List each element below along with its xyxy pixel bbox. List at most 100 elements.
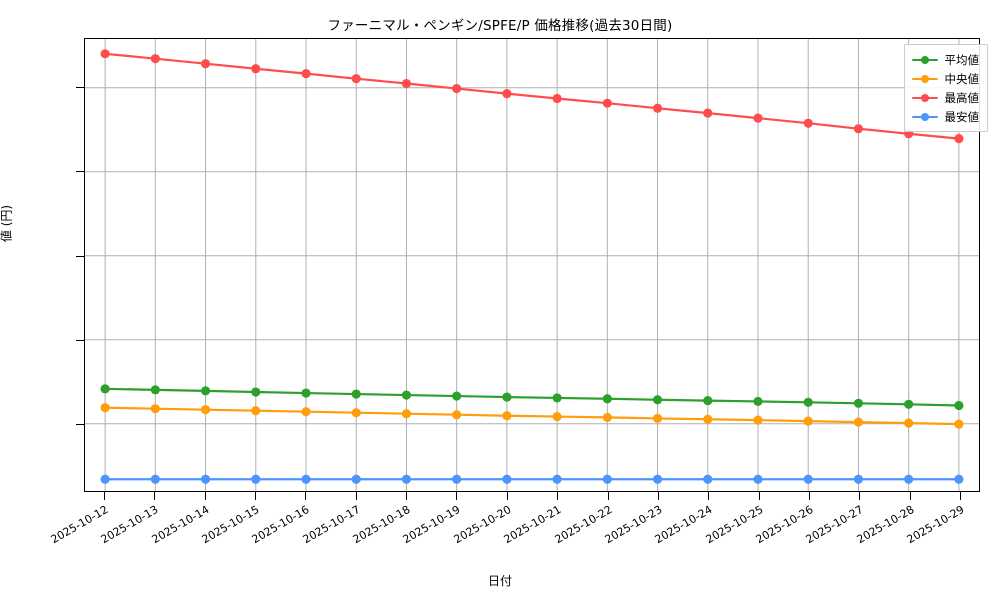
data-point-marker xyxy=(401,409,412,419)
data-point-marker xyxy=(301,407,311,417)
legend-item[interactable]: 最高値 xyxy=(911,88,980,107)
data-point-marker xyxy=(301,388,311,398)
data-point-marker xyxy=(703,108,713,118)
data-point-marker xyxy=(100,474,110,484)
legend-item[interactable]: 最安値 xyxy=(911,107,979,126)
data-point-marker xyxy=(954,400,964,411)
legend-item[interactable]: 平均値 xyxy=(911,50,979,69)
legend-label: 最高値 xyxy=(944,90,980,105)
legend-marker-icon xyxy=(911,54,938,66)
x-axis-tick-mark xyxy=(607,492,609,500)
y-axis-label: 値 (円) xyxy=(0,204,14,243)
data-point-marker xyxy=(602,98,612,108)
legend-marker-icon xyxy=(911,92,938,104)
data-point-marker xyxy=(100,403,110,413)
data-point-marker xyxy=(150,474,160,484)
data-point-marker xyxy=(351,408,361,418)
data-point-marker xyxy=(251,406,261,416)
data-point-marker xyxy=(602,412,612,422)
data-point-marker xyxy=(853,398,864,408)
x-axis-tick-mark xyxy=(204,492,206,500)
data-point-marker xyxy=(904,418,914,428)
data-point-marker xyxy=(502,474,512,484)
data-point-marker xyxy=(703,474,713,484)
data-point-marker xyxy=(552,411,562,422)
chart-legend: 平均値中央値最高値最安値 xyxy=(903,44,988,132)
data-point-marker xyxy=(452,474,462,484)
data-point-marker xyxy=(753,415,763,425)
y-axis-tick-mark xyxy=(76,424,84,426)
data-point-marker xyxy=(652,103,663,113)
data-point-marker xyxy=(100,49,110,59)
data-point-marker xyxy=(853,474,864,484)
legend-marker-icon xyxy=(911,73,938,85)
chart-title: ファーニマル・ペンギン/SPFE/P 価格推移(過去30日間) xyxy=(327,18,673,34)
y-axis-tick-mark xyxy=(76,340,84,342)
data-point-marker xyxy=(351,389,361,399)
data-point-marker xyxy=(200,386,211,396)
x-axis-tick-mark xyxy=(305,492,307,500)
x-axis-tick-mark xyxy=(758,492,760,500)
data-point-marker xyxy=(351,74,361,84)
data-point-marker xyxy=(904,474,914,484)
data-point-marker xyxy=(200,474,211,484)
data-point-marker xyxy=(803,474,813,484)
data-point-marker xyxy=(351,474,361,484)
series-line xyxy=(104,52,960,140)
legend-marker-icon xyxy=(911,111,938,123)
data-point-marker xyxy=(552,393,562,403)
data-point-marker xyxy=(150,404,160,414)
data-point-marker xyxy=(251,64,261,74)
data-point-marker xyxy=(652,395,663,405)
data-point-marker xyxy=(803,416,813,426)
data-point-marker xyxy=(452,83,462,94)
data-point-marker xyxy=(652,413,663,423)
data-point-marker xyxy=(301,474,311,484)
data-point-marker xyxy=(904,399,914,409)
data-point-marker xyxy=(200,59,211,69)
data-point-marker xyxy=(401,78,412,89)
y-axis-tick-mark xyxy=(76,255,84,257)
data-point-marker xyxy=(753,396,763,407)
x-axis-tick-mark xyxy=(506,492,508,500)
data-point-marker xyxy=(602,394,612,404)
data-point-marker xyxy=(602,474,612,484)
data-point-marker xyxy=(552,474,562,484)
data-point-marker xyxy=(853,417,864,427)
x-axis-tick-mark xyxy=(557,492,559,500)
y-axis-tick-mark xyxy=(76,86,84,88)
data-point-marker xyxy=(652,474,663,484)
x-axis-tick-mark xyxy=(859,492,861,500)
x-axis-tick-mark xyxy=(406,492,408,500)
data-point-marker xyxy=(452,391,462,401)
data-point-marker xyxy=(703,396,713,406)
data-point-marker xyxy=(200,405,211,415)
data-point-marker xyxy=(803,397,813,407)
data-point-marker xyxy=(502,411,512,421)
legend-label: 中央値 xyxy=(944,71,980,86)
data-point-marker xyxy=(502,392,512,402)
data-point-marker xyxy=(452,410,462,420)
x-axis-tick-mark xyxy=(808,492,810,500)
x-axis-tick-mark xyxy=(959,492,961,500)
x-axis-label: 日付 xyxy=(487,574,512,588)
x-axis-tick-mark xyxy=(909,492,911,500)
data-point-marker xyxy=(150,385,160,395)
x-axis-tick-mark xyxy=(456,492,458,500)
data-point-marker xyxy=(803,118,813,128)
x-axis-tick-mark xyxy=(708,492,710,500)
series-layer xyxy=(100,49,964,484)
x-axis-tick-mark xyxy=(355,492,357,500)
data-point-marker xyxy=(401,474,412,484)
data-point-marker xyxy=(954,474,964,484)
data-point-marker xyxy=(954,419,964,429)
series-line xyxy=(104,387,960,407)
data-point-marker xyxy=(753,113,763,123)
legend-item[interactable]: 中央値 xyxy=(911,69,980,88)
data-point-marker xyxy=(552,93,562,104)
series-line xyxy=(104,406,960,426)
data-point-marker xyxy=(954,134,964,144)
data-point-marker xyxy=(251,474,261,484)
x-axis-tick-mark xyxy=(657,492,659,500)
data-point-marker xyxy=(753,474,763,484)
